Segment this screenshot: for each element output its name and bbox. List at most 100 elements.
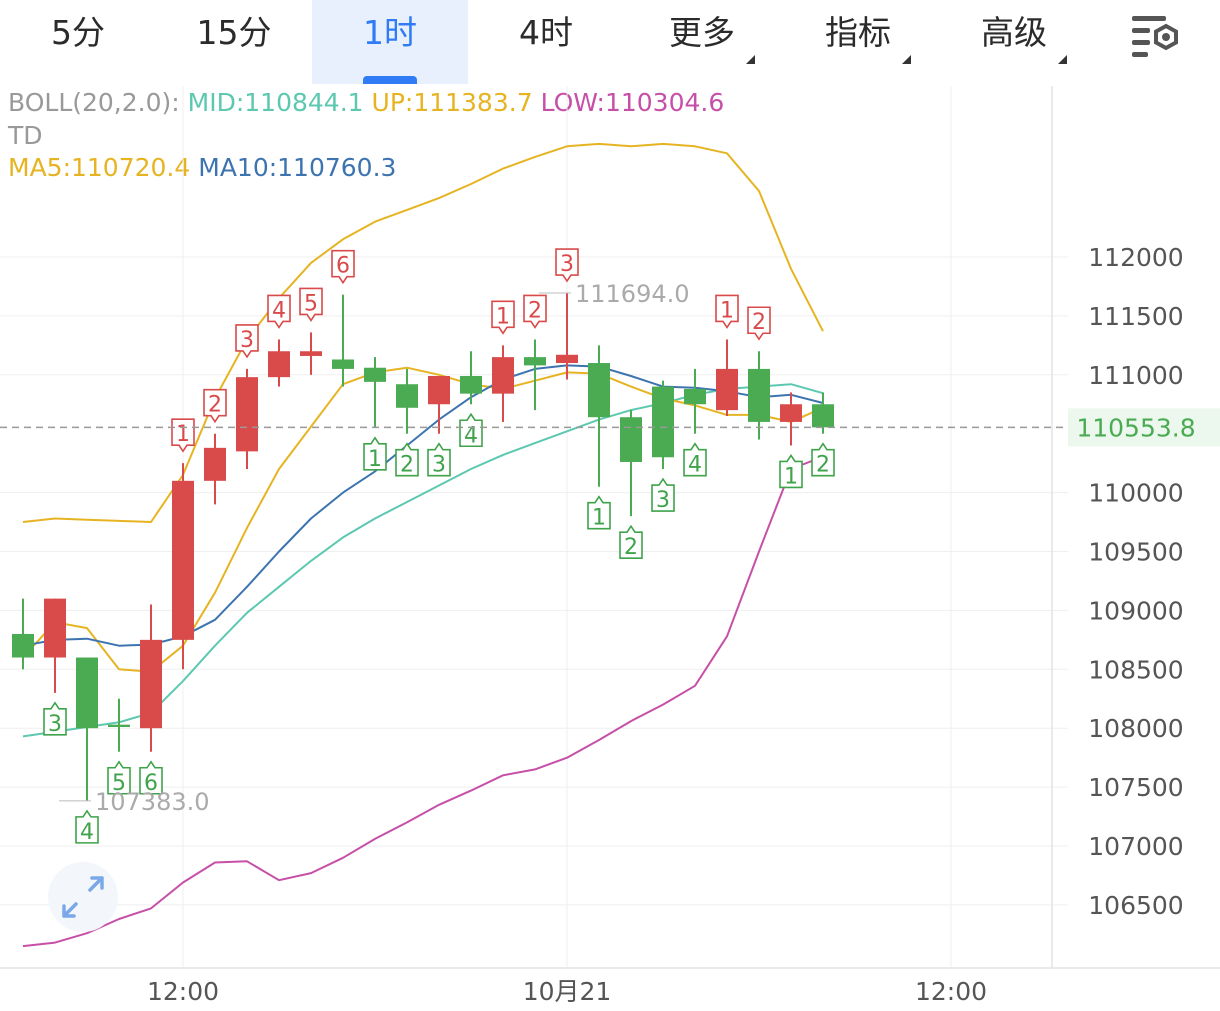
td-count-label: 4 <box>80 820 94 845</box>
candle-down <box>684 368 706 434</box>
tab-indicators[interactable]: 指标 <box>780 0 936 84</box>
tab-advanced[interactable]: 高级 <box>936 0 1092 84</box>
tab-4hour[interactable]: 4时 <box>468 0 624 84</box>
td-box <box>811 442 835 477</box>
dropdown-caret-icon <box>1058 55 1067 64</box>
td-marker: 1 <box>715 294 739 329</box>
chart-settings-icon[interactable] <box>1126 10 1186 60</box>
candle-body <box>12 633 34 658</box>
y-tick-label: 109500 <box>1088 538 1183 567</box>
tab-label: 15分 <box>196 13 272 52</box>
active-tab-indicator <box>363 76 417 84</box>
td-marker: 6 <box>331 249 355 285</box>
td-count-label: 1 <box>592 506 606 531</box>
td-marker: 3 <box>651 477 675 513</box>
boll-up-line <box>22 142 824 523</box>
candle-up <box>236 368 258 470</box>
y-tick-label: 106500 <box>1088 891 1183 920</box>
td-box <box>747 306 771 341</box>
td-box <box>683 442 707 477</box>
td-box <box>267 294 291 329</box>
boll-up-value: UP:111383.7 <box>371 88 533 117</box>
tab-more[interactable]: 更多 <box>624 0 780 84</box>
x-tick-label: 12:00 <box>147 977 219 1006</box>
td-box <box>107 760 131 795</box>
td-count-label: 6 <box>336 254 350 279</box>
td-count-label: 3 <box>48 712 62 737</box>
candle-down <box>364 357 386 428</box>
candle-body <box>620 417 642 462</box>
td-marker: 1 <box>491 300 515 335</box>
td-box <box>587 495 611 530</box>
y-tick-label: 110000 <box>1088 479 1183 508</box>
candle-body <box>332 359 354 369</box>
candle-body <box>76 657 98 729</box>
td-marker: 1 <box>779 454 803 489</box>
td-marker: 4 <box>459 412 483 448</box>
tab-1hour[interactable]: 1时 <box>312 0 468 84</box>
td-marker: 1 <box>171 418 195 453</box>
y-tick-label: 109000 <box>1088 596 1183 625</box>
td-count-label: 2 <box>208 393 222 418</box>
candle-body <box>428 375 450 405</box>
candle-up <box>44 598 66 693</box>
y-tick-label: 107000 <box>1088 832 1183 861</box>
td-marker: 2 <box>523 294 547 329</box>
td-box <box>491 300 515 335</box>
td-box <box>427 442 451 477</box>
expand-chart-button[interactable] <box>48 862 118 932</box>
candle-down <box>588 345 610 487</box>
td-marker: 3 <box>43 701 67 737</box>
td-count-label: 6 <box>144 771 158 796</box>
td-marker: 2 <box>619 524 643 560</box>
td-marker: 4 <box>683 442 707 478</box>
td-count-label: 3 <box>656 488 670 513</box>
candle-down <box>76 657 98 801</box>
boll-mid-value: MID:110844.1 <box>187 88 364 117</box>
td-marker: 4 <box>267 294 291 329</box>
td-marker: 2 <box>203 388 227 424</box>
candle-body <box>652 386 674 458</box>
tab-15min[interactable]: 15分 <box>156 0 312 84</box>
last-price-tag <box>1068 408 1220 447</box>
y-tick-label: 108500 <box>1088 655 1183 684</box>
candle-body <box>204 447 226 481</box>
candle-up <box>716 339 738 417</box>
y-tick-label: 111000 <box>1088 361 1183 390</box>
candle-down <box>396 368 418 434</box>
candle-down <box>460 351 482 405</box>
candle-up <box>204 433 226 505</box>
last-price-value: 110553.8 <box>1076 413 1195 442</box>
td-box <box>363 436 387 471</box>
candle-up <box>428 375 450 434</box>
td-box <box>779 454 803 489</box>
td-count-label: 3 <box>432 453 446 478</box>
candle-body <box>268 351 290 378</box>
boll-low-value: LOW:110304.6 <box>540 88 725 117</box>
candle-body <box>44 598 66 658</box>
max-price-label: 111694.0 <box>575 280 690 308</box>
td-count-label: 2 <box>528 298 542 323</box>
boll-low-line <box>22 455 824 948</box>
candle-body <box>524 357 546 366</box>
candle-body <box>492 357 514 394</box>
td-marker: 1 <box>587 495 611 531</box>
candle-body <box>812 404 834 428</box>
td-marker: 6 <box>139 760 163 796</box>
candle-body <box>140 639 162 729</box>
tab-label: 4时 <box>519 13 573 52</box>
td-marker: 3 <box>555 248 579 283</box>
timeframe-tab-bar: 5分 15分 1时 4时 更多 指标 高级 <box>0 0 1220 84</box>
td-count-label: 3 <box>560 252 574 277</box>
td-count-label: 2 <box>400 453 414 478</box>
boll-legend-name: BOLL(20,2.0): <box>8 88 180 117</box>
td-box <box>43 701 67 736</box>
candle-down <box>332 294 354 387</box>
td-count-label: 3 <box>240 328 254 353</box>
tab-label: 更多 <box>669 13 735 52</box>
candle-body <box>460 375 482 394</box>
tab-5min[interactable]: 5分 <box>0 0 156 84</box>
min-price-label: 107383.0 <box>95 788 210 816</box>
candle-body <box>716 368 738 411</box>
